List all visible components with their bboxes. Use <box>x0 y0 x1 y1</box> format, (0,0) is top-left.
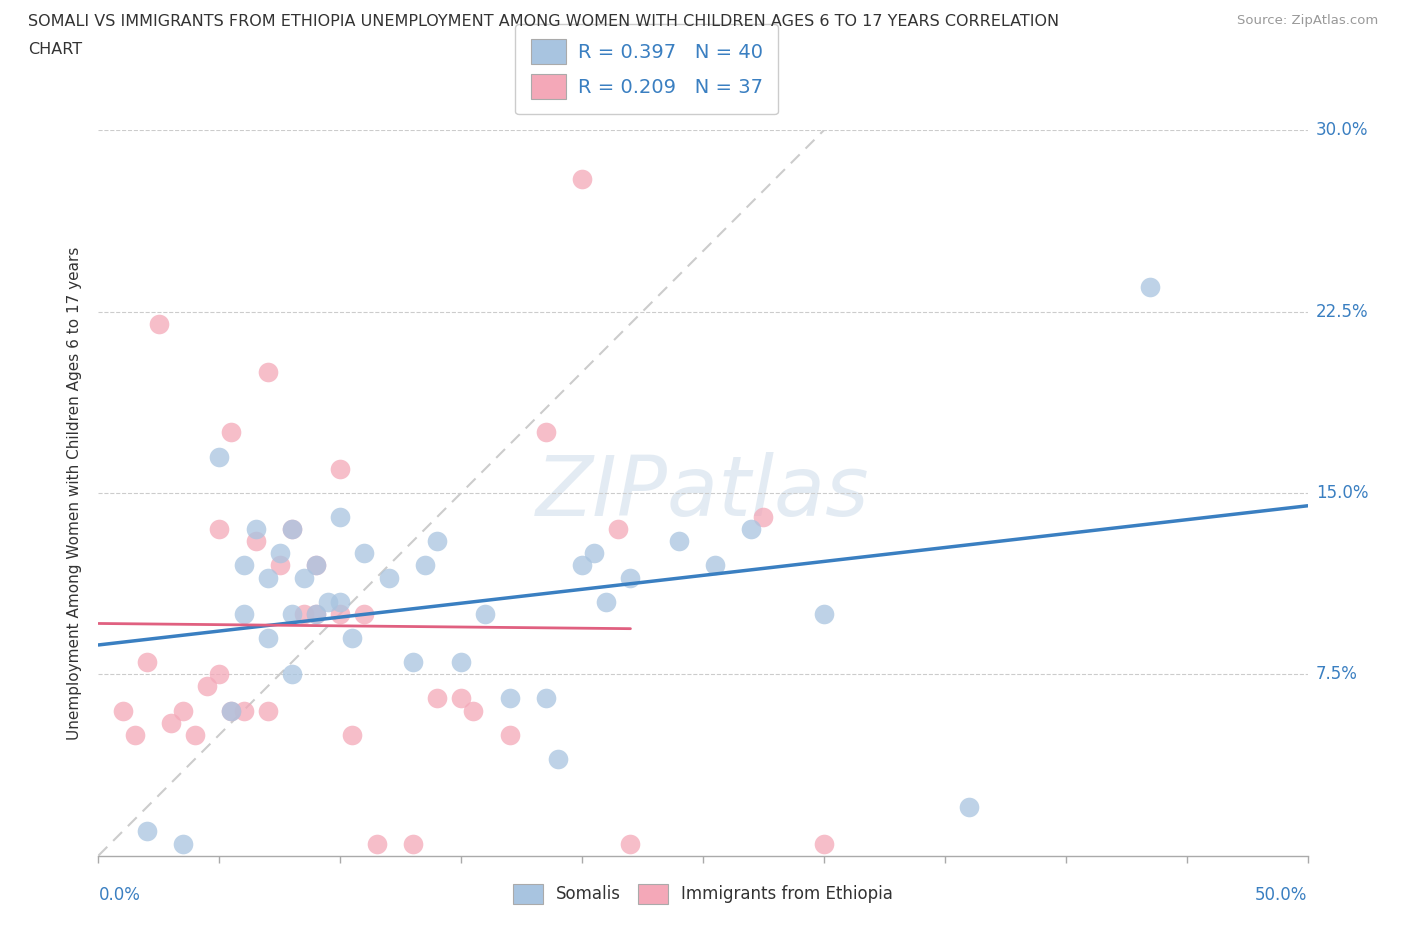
Point <box>208 449 231 464</box>
Text: SOMALI VS IMMIGRANTS FROM ETHIOPIA UNEMPLOYMENT AMONG WOMEN WITH CHILDREN AGES 6: SOMALI VS IMMIGRANTS FROM ETHIOPIA UNEMP… <box>28 14 1059 29</box>
Point <box>402 836 425 851</box>
Text: 30.0%: 30.0% <box>1316 121 1368 140</box>
Point <box>305 558 328 573</box>
Point <box>426 691 449 706</box>
Point <box>498 727 520 742</box>
Y-axis label: Unemployment Among Women with Children Ages 6 to 17 years: Unemployment Among Women with Children A… <box>67 246 83 739</box>
Point <box>463 703 485 718</box>
Point <box>607 522 630 537</box>
Point <box>184 727 207 742</box>
Point <box>571 558 593 573</box>
Point <box>256 365 278 379</box>
Point <box>329 606 352 621</box>
Point <box>221 703 243 718</box>
Point <box>813 836 835 851</box>
Point <box>281 606 304 621</box>
Point <box>281 522 304 537</box>
Point <box>353 606 375 621</box>
Point <box>305 558 328 573</box>
Point <box>1139 280 1161 295</box>
Point <box>305 606 328 621</box>
Point <box>957 800 980 815</box>
Point <box>232 703 254 718</box>
Point <box>269 546 291 561</box>
Point <box>172 836 194 851</box>
Point <box>583 546 606 561</box>
Point <box>704 558 727 573</box>
Text: Source: ZipAtlas.com: Source: ZipAtlas.com <box>1237 14 1378 27</box>
Point <box>426 534 449 549</box>
Point <box>316 594 339 609</box>
Point <box>353 546 375 561</box>
Point <box>534 691 557 706</box>
Point <box>208 667 231 682</box>
Point <box>256 631 278 645</box>
Point <box>342 727 364 742</box>
Point <box>245 534 267 549</box>
Text: 0.0%: 0.0% <box>98 886 141 904</box>
Point <box>195 679 218 694</box>
Point <box>232 606 254 621</box>
Point <box>377 570 399 585</box>
Point <box>595 594 617 609</box>
Text: ZIPatlas: ZIPatlas <box>536 452 870 534</box>
Point <box>172 703 194 718</box>
Legend: R = 0.397   N = 40, R = 0.209   N = 37: R = 0.397 N = 40, R = 0.209 N = 37 <box>516 23 778 114</box>
Point <box>619 570 641 585</box>
Point <box>160 715 183 730</box>
Point <box>813 606 835 621</box>
Point <box>256 703 278 718</box>
Point <box>124 727 146 742</box>
Point <box>148 316 170 331</box>
Point <box>281 522 304 537</box>
Point <box>135 655 157 670</box>
Point <box>232 558 254 573</box>
Text: 50.0%: 50.0% <box>1256 886 1308 904</box>
Text: 7.5%: 7.5% <box>1316 665 1358 684</box>
Point <box>413 558 436 573</box>
Point <box>366 836 388 851</box>
Point <box>256 570 278 585</box>
Text: 22.5%: 22.5% <box>1316 302 1368 321</box>
Point <box>498 691 520 706</box>
Point <box>292 570 315 585</box>
Point <box>342 631 364 645</box>
Point <box>305 606 328 621</box>
Point <box>281 667 304 682</box>
Text: CHART: CHART <box>28 42 82 57</box>
Point <box>668 534 690 549</box>
Text: 15.0%: 15.0% <box>1316 484 1368 502</box>
Point <box>111 703 134 718</box>
Point <box>740 522 762 537</box>
Point <box>534 425 557 440</box>
Point <box>450 691 472 706</box>
Point <box>245 522 267 537</box>
Point <box>402 655 425 670</box>
Point <box>450 655 472 670</box>
Point <box>571 171 593 186</box>
Point <box>329 461 352 476</box>
Point <box>269 558 291 573</box>
Point <box>547 751 569 766</box>
Point <box>474 606 496 621</box>
Point <box>619 836 641 851</box>
Legend: Somalis, Immigrants from Ethiopia: Somalis, Immigrants from Ethiopia <box>505 875 901 912</box>
Point <box>329 594 352 609</box>
Point <box>752 510 775 525</box>
Point <box>135 824 157 839</box>
Point <box>221 703 243 718</box>
Point <box>329 510 352 525</box>
Point <box>208 522 231 537</box>
Point <box>221 425 243 440</box>
Point <box>292 606 315 621</box>
